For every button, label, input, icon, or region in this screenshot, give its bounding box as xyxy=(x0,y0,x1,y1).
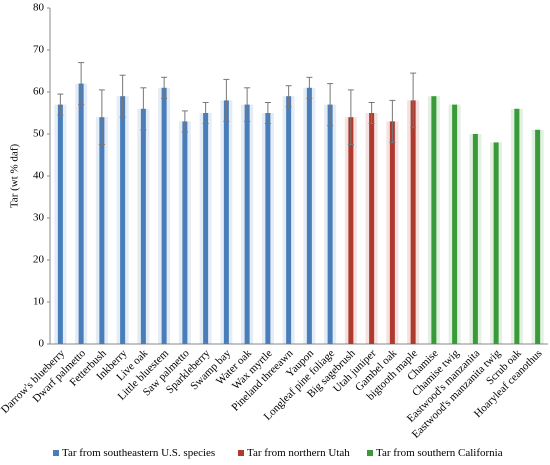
y-tick-label: 30 xyxy=(33,212,45,224)
bar xyxy=(120,96,126,344)
y-tick-label: 60 xyxy=(33,86,45,98)
bar xyxy=(369,113,375,344)
legend-swatch xyxy=(238,450,244,456)
bar xyxy=(99,117,105,344)
bar xyxy=(57,104,63,344)
y-tick-label: 80 xyxy=(33,2,45,14)
y-tick-label: 20 xyxy=(33,254,45,266)
bar xyxy=(472,134,478,344)
bar xyxy=(535,129,541,344)
y-tick-label: 50 xyxy=(33,128,45,140)
bar xyxy=(327,104,333,344)
bar xyxy=(306,87,312,345)
y-tick-label: 10 xyxy=(33,296,45,308)
bar xyxy=(514,108,520,344)
bar xyxy=(203,113,209,344)
bar xyxy=(161,87,167,345)
y-axis-label: Tar (wt % daf) xyxy=(9,144,21,209)
bar xyxy=(265,113,271,344)
y-tick-label: 40 xyxy=(33,170,45,182)
bar xyxy=(348,117,354,344)
bar xyxy=(182,121,188,345)
bar xyxy=(78,83,84,344)
bar xyxy=(140,108,146,344)
legend-swatch xyxy=(53,450,59,456)
bar xyxy=(389,121,395,345)
bar xyxy=(431,96,437,344)
bar xyxy=(493,142,499,344)
bar xyxy=(244,104,250,344)
bar xyxy=(410,100,416,345)
legend-label: Tar from southern California xyxy=(376,447,503,459)
legend-label: Tar from southeastern U.S. species xyxy=(62,447,215,459)
legend-label: Tar from northern Utah xyxy=(247,447,350,459)
bar xyxy=(223,100,229,345)
legend-swatch xyxy=(367,450,373,456)
y-tick-label: 70 xyxy=(33,44,45,56)
bar xyxy=(286,96,292,344)
y-tick-label: 0 xyxy=(39,338,45,350)
bar xyxy=(452,104,458,344)
